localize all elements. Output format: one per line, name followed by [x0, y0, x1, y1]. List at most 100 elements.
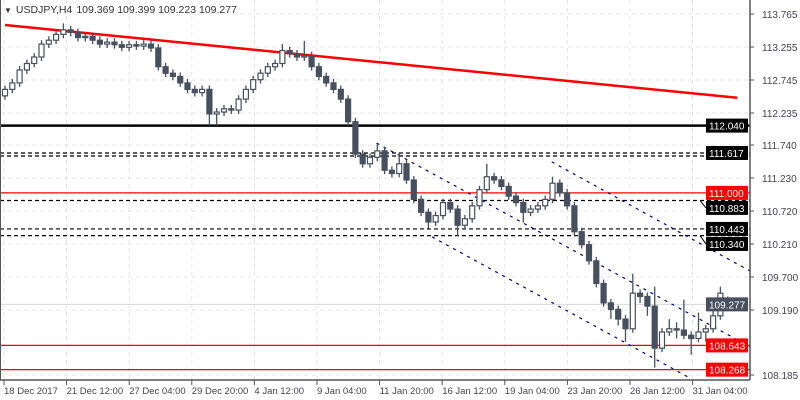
bear-candle-body	[447, 202, 454, 210]
bull-candle-body	[658, 331, 666, 349]
bear-candle-body	[111, 41, 118, 46]
candle	[140, 40, 147, 50]
bull-candle-body	[257, 72, 264, 81]
candle	[147, 40, 155, 52]
price-label-bg	[706, 297, 748, 312]
bull-candle-body	[38, 43, 45, 58]
y-tick-label: 112.745	[762, 76, 798, 87]
bull-candle-body	[220, 108, 228, 113]
x-tick-label: 9 Jan 04:00	[317, 386, 367, 397]
price-label: 110.883	[709, 204, 745, 215]
candle	[1, 85, 9, 100]
candle	[279, 44, 286, 68]
x-tick-label: 16 Jan 12:00	[442, 386, 497, 397]
candle	[454, 205, 461, 236]
candle	[272, 59, 279, 71]
candle	[491, 172, 498, 184]
price-label: 108.268	[709, 366, 746, 377]
bear-candle-body	[622, 318, 629, 330]
bull-candle-body	[483, 176, 490, 191]
bear-candle-body	[454, 208, 461, 226]
candle	[118, 40, 125, 52]
candle	[264, 62, 271, 78]
bull-candle-body	[666, 328, 673, 333]
bear-candle-body	[688, 334, 695, 340]
bull-candle-body	[250, 79, 257, 90]
bear-candle-body	[67, 29, 74, 34]
bull-candle-body	[549, 182, 556, 200]
candle	[111, 38, 118, 49]
bull-candle-body	[695, 331, 702, 340]
candle	[220, 104, 228, 116]
bull-candle-body	[52, 33, 60, 41]
bull-candle-body	[60, 29, 67, 35]
bull-candle-body	[476, 189, 483, 207]
bear-candle-body	[330, 82, 337, 90]
bull-candle-body	[1, 88, 9, 97]
bear-candle-body	[308, 55, 315, 68]
candle	[155, 44, 162, 71]
channel-line	[376, 142, 751, 348]
candle	[688, 331, 695, 355]
candle	[52, 30, 60, 45]
candle	[709, 309, 717, 333]
bear-candle-body	[593, 260, 600, 285]
resistance-trendline	[4, 23, 738, 100]
price-label: 108.643	[709, 341, 746, 352]
bull-candle-body	[82, 35, 89, 39]
candle	[184, 79, 191, 94]
candle	[191, 85, 198, 97]
candle	[629, 273, 636, 333]
bear-candle-body	[286, 49, 293, 55]
candle	[235, 95, 242, 114]
candle	[301, 40, 308, 61]
y-tick-label: 108.185	[762, 371, 799, 382]
price-label-bg	[706, 145, 748, 160]
bear-candle-body	[147, 43, 155, 49]
y-tick-label: 110.210	[762, 240, 798, 251]
horizontal-levels	[0, 124, 750, 371]
price-label: 112.040	[709, 122, 745, 133]
candle	[82, 32, 89, 42]
candle	[9, 79, 16, 94]
bull-candle-body	[432, 214, 439, 223]
candle	[651, 286, 658, 368]
bull-candle-body	[235, 98, 242, 111]
candle	[542, 195, 549, 210]
candle	[67, 25, 74, 37]
x-tick-label: 18 Dec 2017	[4, 386, 58, 397]
triangle-down-icon[interactable]: ▼	[4, 5, 12, 15]
bull-candle-body	[461, 218, 468, 226]
price-label: 111.000	[709, 189, 744, 200]
candle	[323, 72, 330, 87]
bear-candle-body	[388, 169, 395, 175]
bull-candle-body	[279, 49, 286, 65]
candle	[680, 299, 688, 340]
candle	[447, 198, 454, 213]
bull-candle-body	[140, 43, 147, 47]
candle	[162, 62, 169, 78]
candle	[74, 28, 82, 42]
candle	[23, 59, 30, 74]
bear-candle-body	[228, 108, 235, 111]
price-label-bg	[706, 236, 748, 251]
candle	[622, 315, 629, 342]
candle	[578, 227, 585, 249]
bull-candle-body	[534, 205, 542, 210]
candle	[585, 240, 593, 265]
candle	[45, 36, 52, 48]
bear-candle-body	[578, 231, 585, 246]
candle	[563, 189, 571, 210]
y-tick-label: 112.235	[762, 109, 798, 120]
bull-candle-body	[213, 111, 220, 115]
bull-candle-body	[527, 208, 534, 213]
candle	[31, 53, 38, 68]
bear-candle-body	[191, 88, 198, 94]
candle	[636, 289, 644, 303]
candle	[337, 85, 344, 103]
bear-candle-body	[498, 179, 505, 188]
candle	[666, 319, 673, 336]
bear-candle-body	[177, 75, 184, 84]
bear-candle-body	[118, 44, 125, 48]
